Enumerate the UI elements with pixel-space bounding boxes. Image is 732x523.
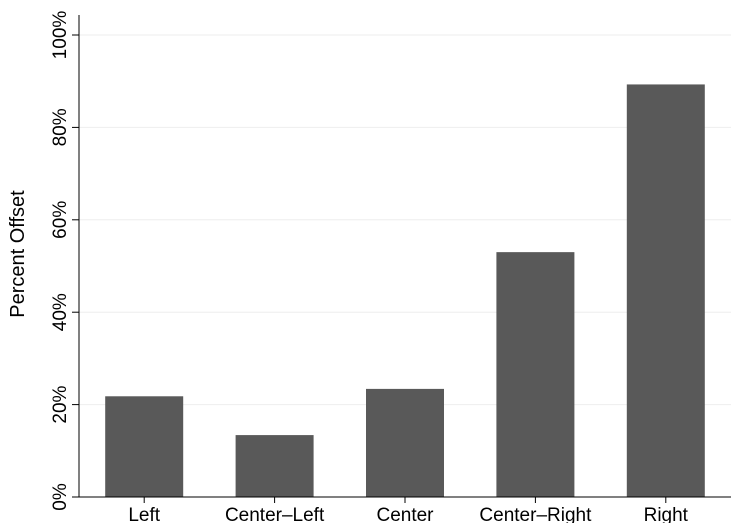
x-tick-label: Right bbox=[644, 505, 689, 523]
x-tick-label: Left bbox=[128, 505, 160, 523]
x-ticks: Left Center–Left Center Center–Right Right bbox=[128, 497, 689, 523]
bar-right bbox=[626, 84, 705, 498]
gridlines bbox=[79, 34, 731, 406]
bar-center-right bbox=[496, 252, 575, 497]
x-tick-label: Center bbox=[376, 505, 434, 523]
bars bbox=[105, 84, 705, 498]
y-tick-label: 100% bbox=[50, 11, 71, 60]
x-tick-label: Center–Right bbox=[479, 505, 592, 523]
y-tick-label: 20% bbox=[50, 385, 71, 423]
bar-left bbox=[105, 396, 184, 497]
bar-center bbox=[366, 388, 444, 497]
x-tick-label: Center–Left bbox=[225, 505, 325, 523]
bar-center-left bbox=[235, 435, 314, 497]
y-tick-label: 0% bbox=[50, 483, 71, 511]
y-ticks: 0% 20% 40% 60% 80% 100% bbox=[50, 11, 79, 511]
y-tick-label: 80% bbox=[50, 108, 71, 146]
y-tick-label: 40% bbox=[50, 293, 71, 331]
y-tick-label: 60% bbox=[50, 201, 71, 239]
y-axis-title: Percent Offset bbox=[7, 190, 29, 318]
